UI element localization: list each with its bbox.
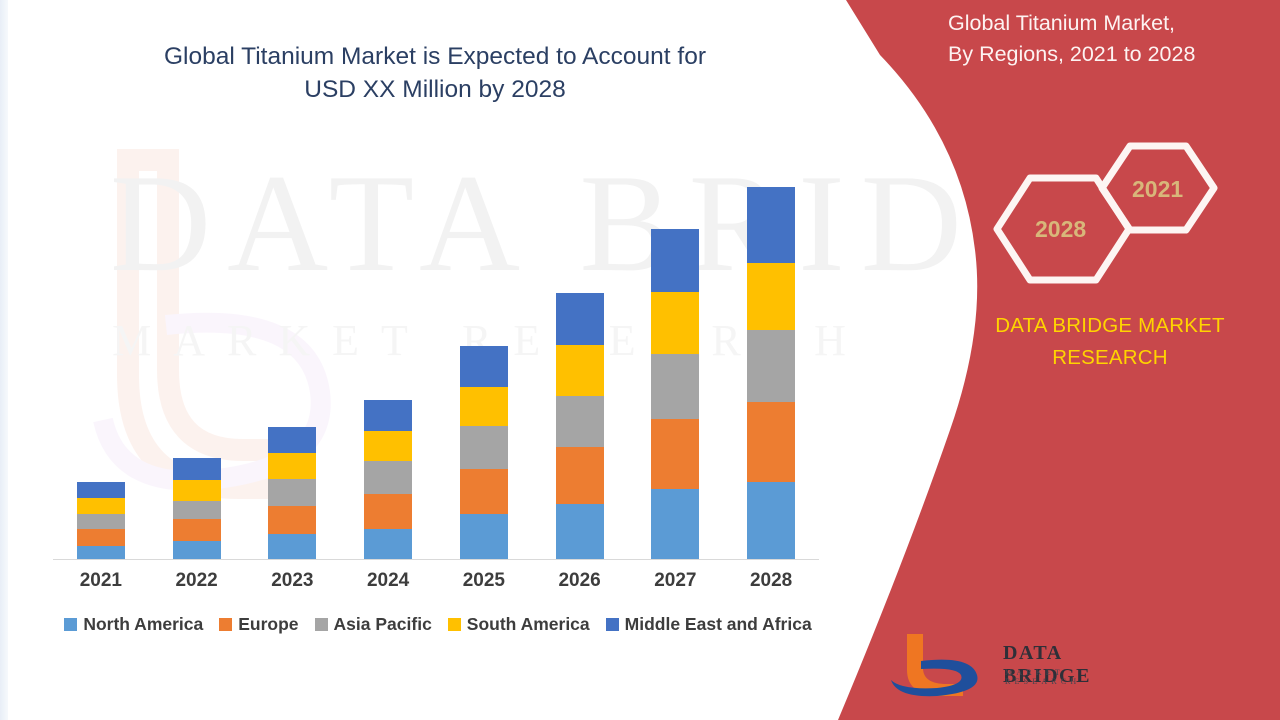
bar-column [651,228,700,559]
legend-swatch [314,618,328,631]
bar-segment [268,506,317,535]
bar-segment [459,345,508,388]
hexagon-outline-icon [993,142,1218,284]
bar-segment [172,541,221,559]
bar-segment [364,529,413,559]
bar-segment [555,396,604,448]
bar-segment [459,469,508,515]
bar-segment [651,353,700,420]
x-axis-label: 2022 [175,570,218,591]
chart-panel: DATA BRIDGE MARKET RESEARCH Global Titan… [0,0,980,720]
bar-segment [364,431,413,462]
bar-column [555,292,604,559]
legend-item[interactable]: North America [64,614,203,635]
bar-segment [172,501,221,520]
bar-segment [651,291,700,354]
bar-segment [459,426,508,470]
chart-title: Global Titanium Market is Expected to Ac… [90,40,780,106]
hexagon-year-2028: 2028 [1035,216,1087,242]
legend-item[interactable]: South America [447,614,590,635]
legend-item[interactable]: Asia Pacific [314,614,432,635]
bar-segment [268,534,317,559]
legend-label: Asia Pacific [333,614,432,634]
bar-segment [555,504,604,559]
bar-segment [268,453,317,480]
bar-segment [172,519,221,542]
bar-segment [747,329,796,403]
bar-segment [268,479,317,507]
logo-mark-icon [891,634,978,697]
bar-segment [651,489,700,559]
x-axis-line [53,559,819,560]
chart-title-line-2: USD XX Million by 2028 [304,76,566,103]
legend-swatch [64,618,78,631]
bar-segment [459,514,508,559]
x-axis-label: 2023 [271,570,314,591]
bar-segment [747,482,796,559]
bar-segment [76,498,125,515]
right-title-line-1: Global Titanium Market, [948,11,1176,35]
bar-segment [747,186,796,263]
x-axis-labels: 2021 2022 2023 2024 2025 2026 2027 2028 [53,570,819,602]
x-axis-label: 2028 [749,570,793,591]
legend-swatch [605,618,619,631]
logo-title: DATA BRIDGE [1003,642,1091,687]
bar-segment [747,262,796,330]
bar-segment [76,546,125,559]
bar-segment [364,400,413,432]
brand-name-line-1: DATA BRIDGE MARKET [995,314,1225,337]
bar-column [268,427,317,559]
plot-area [53,160,819,559]
legend-label: Middle East and Africa [624,614,812,634]
x-axis-label: 2027 [654,570,697,591]
bar-column [459,345,508,559]
data-bridge-logo: DATA BRIDGE MARKET RESEARCH [885,628,1115,704]
legend-swatch [219,618,233,631]
bar-segment [555,447,604,505]
bar-segment [172,480,221,502]
x-axis-label: 2025 [462,570,506,591]
bar-segment [651,228,700,292]
bar-segment [651,419,700,490]
legend-label: South America [466,614,590,634]
left-edge-strip [0,0,8,720]
legend-item[interactable]: Europe [219,614,299,635]
bar-column [76,482,125,559]
x-axis-label: 2021 [79,570,123,591]
right-title-line-2: By Regions, 2021 to 2028 [948,42,1196,66]
chart-legend: North America Europe Asia Pacific South Ame… [53,614,823,635]
bar-segment [555,292,604,345]
legend-label: Europe [238,614,299,634]
bar-segment [555,344,604,397]
hexagon-badges: 2021 2028 [980,140,1240,305]
bar-segment [172,458,221,481]
brand-name-line-2: RESEARCH [1052,346,1168,369]
x-axis-label: 2026 [558,570,601,591]
bar-segment [364,461,413,495]
bar-segment [76,482,125,499]
hexagon-year-2021: 2021 [1132,176,1184,202]
bar-segment [364,494,413,530]
bar-segment [747,402,796,483]
bar-column [364,400,413,559]
legend-label: North America [83,614,204,634]
bar-column [747,186,796,559]
legend-item[interactable]: Middle East and Africa [605,614,812,635]
logo-subtitle: MARKET RESEARCH [1005,668,1081,686]
right-panel-content: Global Titanium Market, By Regions, 2021… [891,0,1280,720]
bar-segment [76,514,125,530]
bar-segment [459,387,508,427]
brand-name: DATA BRIDGE MARKET RESEARCH [940,310,1280,374]
bar-segment [76,529,125,547]
legend-swatch [447,618,461,631]
bar-segment [268,427,317,454]
x-axis-label: 2024 [366,570,410,591]
bar-column [172,458,221,559]
chart-title-line-1: Global Titanium Market is Expected to Ac… [164,43,706,70]
right-panel-title: Global Titanium Market, By Regions, 2021… [948,8,1278,70]
